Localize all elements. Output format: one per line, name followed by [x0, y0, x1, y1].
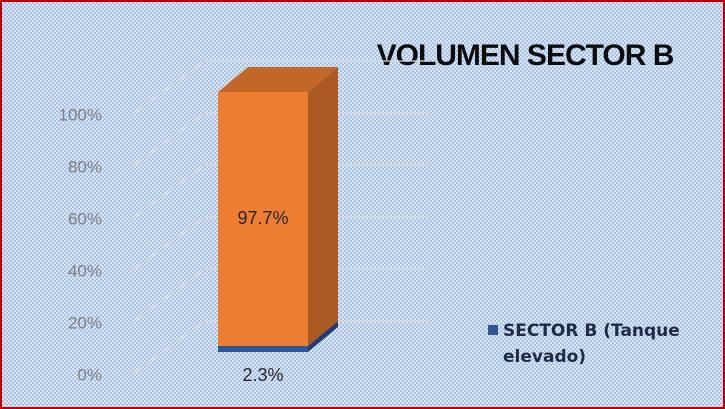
bar-segment — [218, 67, 338, 347]
bar-top — [218, 67, 338, 92]
bar-side — [308, 67, 338, 347]
y-tick-label: 0% — [77, 365, 102, 384]
bar-front — [218, 92, 308, 347]
grid-line — [129, 268, 430, 325]
grid-line — [129, 216, 430, 273]
grid-line — [129, 112, 430, 169]
data-label: 2.3% — [242, 365, 283, 385]
chart-title: VOLUMEN SECTOR B — [377, 39, 674, 72]
y-tick-label: 60% — [68, 209, 102, 228]
bar-side — [308, 321, 338, 352]
y-tick-label: 40% — [68, 261, 102, 280]
grid-line — [129, 320, 430, 377]
grid-line — [129, 60, 430, 117]
data-label: 97.7% — [237, 208, 288, 228]
y-tick-label: 80% — [68, 157, 102, 176]
bar-front — [218, 346, 308, 352]
legend-label: SECTOR B (Tanque elevado) — [503, 321, 680, 367]
legend-swatch — [488, 325, 498, 335]
y-tick-label: 20% — [68, 313, 102, 332]
grid-line — [129, 164, 430, 221]
y-tick-label: 100% — [59, 105, 102, 124]
